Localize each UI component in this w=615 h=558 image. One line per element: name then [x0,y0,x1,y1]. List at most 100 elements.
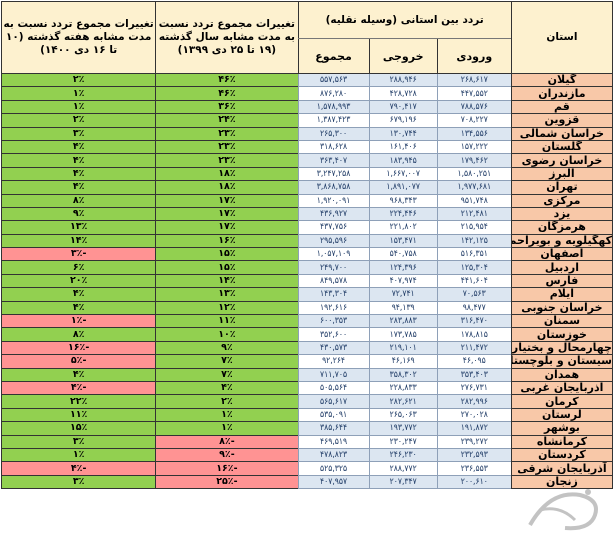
year-change-cell: ۱۷٪ [155,206,299,222]
table-row: مرکزی ۹۵۱,۷۴۸ ۹۶۸,۳۴۳ ۱,۹۲۰,۰۹۱ ۱۷٪ ۸٪ [0,193,614,208]
total-cell: ۱۴۳,۳۰۴ [297,287,370,302]
table-row: قزوین ۷۰۸,۲۲۷ ۶۷۹,۱۹۶ ۱,۳۸۷,۴۲۳ ۲۴٪ ۲٪ [0,113,614,128]
province-cell: کهگیلویه و بویراحمد [510,233,614,249]
outbound-cell: ۲۴۶,۲۳۰ [368,447,438,463]
year-change-cell: ۱۱٪ [155,314,299,329]
inbound-cell: ۴۴۱,۶۰۴ [436,273,512,289]
week-change-cell: ۴٪ [0,287,157,302]
province-cell: فارس [510,273,614,289]
inbound-cell: ۱۷۸,۸۱۵ [436,327,512,342]
week-change-cell: ۲۲٪ [0,394,157,409]
province-cell: کرمانشاه [510,434,614,449]
week-change-cell: ۱٪ [0,86,157,101]
table-row: اردبیل ۱۲۵,۳۰۴ ۱۲۴,۳۹۶ ۲۴۹,۷۰۰ ۱۵٪ ۶٪ [0,260,614,275]
week-change-cell: ۸٪ [0,327,157,342]
table-row: یزد ۲۱۲,۴۸۱ ۲۲۴,۴۴۶ ۴۳۶,۹۲۷ ۱۷٪ ۹٪ [0,206,614,222]
inbound-cell: ۲۷۶,۷۳۱ [436,380,512,396]
week-change-cell: ۶٪ [0,260,157,275]
province-cell: همدان [510,367,614,382]
header-total: مجموع [297,38,370,74]
province-cell: خراسان رضوی [510,153,614,168]
year-change-cell: ۱۵٪ [155,260,299,275]
week-change-cell: ۳٪ [0,434,157,449]
week-change-cell: ۲٪ [0,113,157,128]
province-cell: ایلام [510,287,614,302]
table-row: کرمانشاه ۲۳۹,۲۷۲ ۲۳۰,۲۴۷ ۴۶۹,۵۱۹ -۸٪ ۳٪ [0,434,614,449]
total-cell: ۷۱۱,۷۰۵ [297,367,370,382]
table-row: چهارمحال و بختیاری ۲۱۱,۴۷۲ ۲۱۹,۱۰۱ ۴۳۰,۵۷۳ ۹… [0,340,614,356]
table-row: البرز ۱,۵۸۰,۲۵۱ ۱,۶۶۷,۰۰۷ ۳,۲۴۷,۲۵۸ ۱۸٪ ۴٪ [0,166,614,182]
inbound-cell: ۴۴۷,۵۵۲ [436,86,512,101]
inbound-cell: ۲۱۵,۹۵۴ [436,220,512,235]
year-change-cell: ۲۳٪ [155,153,299,168]
inbound-cell: ۲۸۲,۹۹۶ [436,394,512,409]
outbound-cell: ۴۲۸,۷۲۸ [368,86,438,101]
table-row: گلستان ۱۵۷,۲۲۲ ۱۶۱,۴۰۶ ۳۱۸,۶۲۸ ۲۳٪ ۴٪ [0,139,614,155]
week-change-cell: ۴٪ [0,300,157,316]
total-cell: ۹۲,۲۶۴ [297,354,370,369]
provincial-traffic-table: استان تردد بین استانی (وسیله نقلیه) تغیی… [0,1,614,490]
table-row: خراسان جنوبی ۹۸,۴۷۷ ۹۴,۱۳۹ ۱۹۲,۶۱۶ ۱۲٪ ۴٪ [0,300,614,316]
outbound-cell: ۲۲۸,۸۳۳ [368,380,438,396]
table-row: گیلان ۲۶۸,۶۱۷ ۲۸۸,۹۴۶ ۵۵۷,۵۶۳ ۴۶٪ ۲٪ [0,72,614,88]
total-cell: ۱,۰۵۷,۱۰۹ [297,247,370,262]
week-change-cell: -۵٪ [0,354,157,369]
outbound-cell: ۶۷۹,۱۹۶ [368,113,438,128]
total-cell: ۳۱۸,۶۲۸ [297,139,370,155]
total-cell: ۸۷۶,۲۸۰ [297,86,370,101]
total-cell: ۳۸۵,۶۴۴ [297,421,370,436]
inbound-cell: ۲۱۲,۴۸۱ [436,206,512,222]
outbound-cell: ۹۴,۱۳۹ [368,300,438,316]
year-change-cell: ۱۰٪ [155,327,299,342]
total-cell: ۳,۲۴۷,۲۵۸ [297,166,370,182]
province-cell: گلستان [510,139,614,155]
week-change-cell: -۱٪ [0,314,157,329]
inbound-cell: ۲۶۸,۶۱۷ [436,72,512,88]
week-change-cell: ۱٪ [0,447,157,463]
year-change-cell: ۱۸٪ [155,166,299,182]
table-row: مازندران ۴۴۷,۵۵۲ ۴۲۸,۷۲۸ ۸۷۶,۲۸۰ ۴۶٪ ۱٪ [0,86,614,101]
outbound-cell: ۱۹۳,۷۷۲ [368,421,438,436]
year-change-cell: -۱۶٪ [155,461,299,476]
total-cell: ۱,۹۲۰,۰۹۱ [297,193,370,208]
province-cell: خراسان شمالی [510,126,614,141]
inbound-cell: ۲۱۱,۴۷۲ [436,340,512,356]
province-cell: مازندران [510,86,614,101]
total-cell: ۱,۳۸۷,۴۲۳ [297,113,370,128]
total-cell: ۵۲۵,۳۲۵ [297,461,370,476]
total-cell: ۲۶۵,۳۰۰ [297,126,370,141]
total-cell: ۴۳۰,۵۷۳ [297,340,370,356]
year-change-cell: -۸٪ [155,434,299,449]
week-change-cell: ۴٪ [0,166,157,182]
week-change-cell: ۳٪ [0,474,157,490]
outbound-cell: ۱۶۱,۴۰۶ [368,139,438,155]
week-change-cell: -۳٪ [0,247,157,262]
table-row: همدان ۳۵۳,۴۰۳ ۳۵۸,۳۰۲ ۷۱۱,۷۰۵ ۷٪ ۴٪ [0,367,614,382]
year-change-cell: ۴۶٪ [155,86,299,101]
year-change-cell: ۱۸٪ [155,180,299,195]
total-cell: ۳۵۲,۶۰۰ [297,327,370,342]
inbound-cell: ۱,۹۷۷,۶۸۱ [436,180,512,195]
province-cell: سمنان [510,314,614,329]
outbound-cell: ۷۹۰,۴۱۷ [368,99,438,115]
total-cell: ۵۵۷,۵۶۳ [297,72,370,88]
outbound-cell: ۲۲۴,۴۴۶ [368,206,438,222]
inbound-cell: ۴۶,۰۹۵ [436,354,512,369]
week-change-cell: ۱۱٪ [0,407,157,423]
inbound-cell: ۱۷۹,۴۶۲ [436,153,512,168]
outbound-cell: ۲۸۸,۹۴۶ [368,72,438,88]
province-cell: خراسان جنوبی [510,300,614,316]
header-year-change: تغییرات مجموع تردد نسبت به مدت مشابه سال… [155,1,299,74]
year-change-cell: ۴۶٪ [155,72,299,88]
outbound-cell: ۲۲۱,۸۰۲ [368,220,438,235]
total-cell: ۴۳۷,۷۵۶ [297,220,370,235]
week-change-cell: ۱۵٪ [0,421,157,436]
table-row: تهران ۱,۹۷۷,۶۸۱ ۱,۸۹۱,۰۷۷ ۳,۸۶۸,۷۵۸ ۱۸٪ ۴٪ [0,180,614,195]
inbound-cell: ۱۵۷,۲۲۲ [436,139,512,155]
year-change-cell: ۹٪ [155,340,299,356]
inbound-cell: ۲۳۹,۲۷۲ [436,434,512,449]
total-cell: ۲۴۹,۷۰۰ [297,260,370,275]
year-change-cell: ۷٪ [155,367,299,382]
header-week-change: تغییرات مجموع تردد نسبت به مدت مشابه هفت… [0,1,157,74]
table-row: لرستان ۲۷۰,۰۲۸ ۲۶۵,۰۶۳ ۵۳۵,۰۹۱ ۱٪ ۱۱٪ [0,407,614,423]
